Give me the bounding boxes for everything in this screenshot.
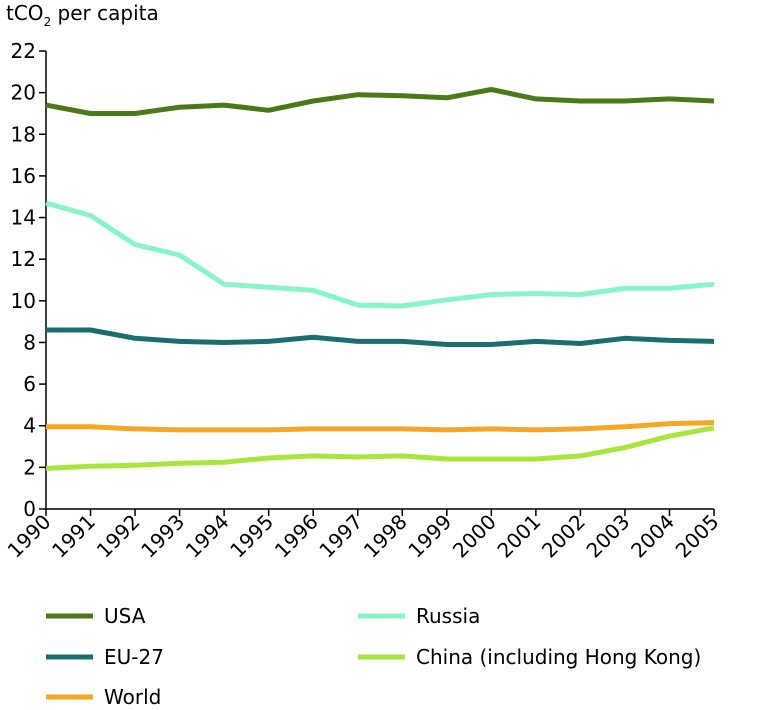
y-tick-label: 12 (11, 247, 36, 271)
x-tick-label: 1993 (136, 510, 189, 563)
y-tick-label: 8 (23, 330, 36, 354)
legend-label-eu-27: EU-27 (104, 645, 164, 669)
y-tick-label: 18 (11, 122, 36, 146)
x-tick-label: 1995 (225, 510, 278, 563)
x-tick-label: 2003 (582, 510, 635, 563)
x-tick-label: 1994 (181, 510, 234, 563)
x-tick-label: 2001 (492, 510, 545, 563)
x-tick-label: 2005 (671, 510, 724, 563)
x-tick-label: 1999 (403, 510, 456, 563)
y-axis-label-prefix: tCO (6, 1, 44, 25)
series-line-world (46, 420, 715, 433)
y-tick-label: 2 (23, 455, 36, 479)
series-line-usa (45, 87, 715, 116)
x-tick-label: 1998 (359, 510, 412, 563)
x-tick-label: 2000 (448, 510, 501, 563)
legend-label-china-including-hong-kong: China (including Hong Kong) (416, 645, 701, 669)
y-tick-label: 0 (23, 497, 36, 521)
legend: USA Russia EU-27 China (including Hong Kong… (46, 604, 701, 709)
y-tick-label: 6 (23, 372, 36, 396)
y-axis-label-suffix: per capita (51, 1, 159, 25)
x-tick-label: 1997 (314, 510, 367, 563)
y-axis-label: tCO2 per capita (6, 1, 159, 29)
y-tick-label: 22 (11, 39, 36, 63)
y-tick-label: 16 (11, 164, 36, 188)
x-tick-label: 1996 (270, 510, 323, 563)
legend-label-usa: USA (104, 604, 146, 628)
legend-label-world: World (104, 685, 161, 709)
y-axis-ticks: 0 2 4 6 8 10 12 14 16 18 20 22 (11, 39, 46, 521)
x-tick-label: 1992 (92, 510, 145, 563)
y-axis-label-subscript: 2 (44, 15, 52, 29)
y-tick-label: 4 (23, 414, 36, 438)
x-tick-label: 2002 (537, 510, 590, 563)
series-line-eu-27 (46, 327, 715, 347)
y-tick-label: 10 (11, 289, 36, 313)
x-axis-ticks: 1990199119921993199419951996199719981999… (3, 509, 724, 563)
series-line-china-including-hong-kong (45, 425, 715, 471)
x-tick-label: 2004 (626, 510, 679, 563)
legend-label-russia: Russia (416, 604, 480, 628)
axes (45, 51, 714, 510)
series-line-russia (45, 200, 715, 309)
x-tick-label: 1991 (47, 510, 100, 563)
y-tick-label: 14 (11, 206, 36, 230)
series-lines (45, 87, 715, 471)
y-tick-label: 20 (11, 81, 36, 105)
